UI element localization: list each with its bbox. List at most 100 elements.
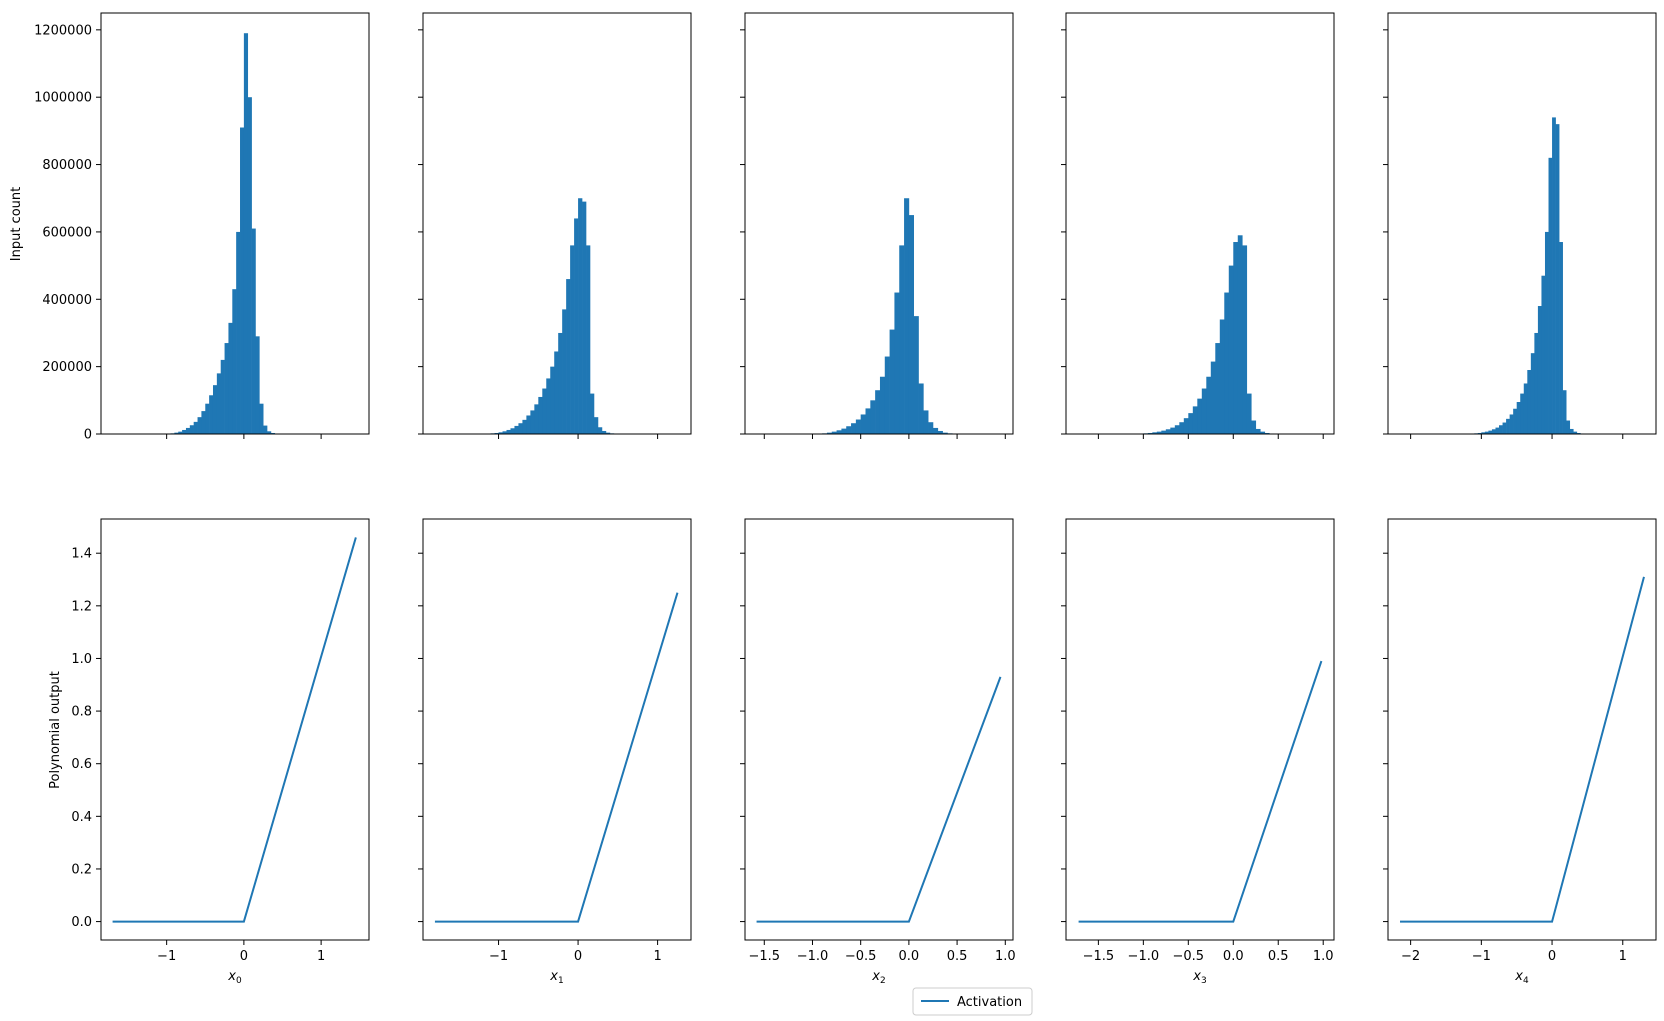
hist-3-frame bbox=[1065, 12, 1335, 435]
hist-2-bar bbox=[826, 432, 833, 434]
line-3-xtick-label: −1.0 bbox=[1128, 949, 1160, 964]
hist-0-bar bbox=[240, 127, 245, 434]
line-0-ytick-label: 0.6 bbox=[71, 757, 92, 772]
hist-3-bar bbox=[1174, 425, 1180, 434]
line-0-ytick-label: 0.2 bbox=[71, 862, 92, 877]
hist-0-bar bbox=[247, 97, 252, 434]
hist-2-bar bbox=[923, 410, 929, 434]
hist-2-bar bbox=[913, 316, 919, 434]
line-1-xtick-label: 0 bbox=[574, 949, 582, 964]
hist-1-bar bbox=[578, 198, 583, 434]
line-1-frame bbox=[422, 518, 692, 941]
hist-3-bar bbox=[1215, 343, 1221, 434]
hist-0-bar bbox=[232, 289, 237, 434]
hist-3-bar bbox=[1206, 376, 1212, 434]
line-2-xtick-label: −1.0 bbox=[797, 949, 829, 964]
line-0-ytick-label: 1.0 bbox=[71, 652, 92, 667]
hist-0-bar bbox=[178, 431, 183, 434]
line-0-ytick-label: 1.2 bbox=[71, 599, 92, 614]
hist-1-bar bbox=[518, 423, 523, 434]
hist-0-bar bbox=[201, 411, 206, 434]
hist-0-bar bbox=[267, 431, 272, 434]
hist-3-bar bbox=[1152, 432, 1158, 434]
hist-0-bar bbox=[236, 231, 241, 434]
hist-3-bar bbox=[1170, 427, 1176, 434]
hist-0-ytick-label: 800000 bbox=[42, 158, 92, 173]
hist-4-bar bbox=[1562, 390, 1567, 434]
hist-0-bar bbox=[216, 373, 222, 434]
hist-4-bar bbox=[1516, 402, 1521, 434]
hist-1-bar bbox=[510, 428, 515, 434]
legend-box bbox=[912, 987, 1033, 1016]
line-1-xtick-label: −1 bbox=[489, 949, 508, 964]
hist-4-bar bbox=[1488, 430, 1493, 434]
hist-4-bar bbox=[1552, 117, 1556, 434]
hist-2-bar bbox=[908, 215, 914, 434]
hist-1-bar bbox=[550, 366, 555, 434]
hist-4-bar bbox=[1576, 432, 1581, 434]
hist-2-bar bbox=[928, 422, 934, 434]
hist-2-bar bbox=[851, 423, 857, 434]
line-0-xlabel: x0 bbox=[227, 969, 242, 986]
hist-0-bar bbox=[212, 385, 218, 434]
hist-2-bar bbox=[889, 329, 895, 434]
hist-4-bar bbox=[1544, 231, 1549, 434]
line-4-xtick-label: −2 bbox=[1401, 949, 1420, 964]
hist-0-bar bbox=[259, 403, 264, 434]
hist-2-bar bbox=[918, 383, 924, 434]
hist-1-bar bbox=[582, 201, 587, 434]
line-3-frame bbox=[1065, 518, 1335, 941]
hist-3-bar bbox=[1237, 235, 1243, 434]
hist-3-bar bbox=[1197, 398, 1203, 434]
hist-1-bar bbox=[601, 430, 607, 434]
hist-1-bar bbox=[605, 432, 611, 434]
hist-3-bar bbox=[1233, 242, 1239, 434]
hist-1-axes bbox=[418, 12, 692, 439]
hist-2-bar bbox=[899, 245, 905, 434]
hist-3-axes bbox=[1061, 12, 1335, 439]
hist-3-bar bbox=[1210, 361, 1216, 434]
hist-3-bar bbox=[1242, 245, 1248, 434]
hist-1-bar bbox=[542, 388, 547, 434]
hist-4-bar bbox=[1520, 393, 1525, 434]
hist-0-ytick-label: 400000 bbox=[42, 293, 92, 308]
line-0-xtick-label: 1 bbox=[317, 949, 325, 964]
hist-0-bar bbox=[174, 432, 179, 434]
line-0-ytick-label: 0.4 bbox=[71, 810, 92, 825]
hist-3-bar bbox=[1183, 418, 1189, 434]
hist-1-bar bbox=[590, 393, 595, 434]
line-0-xtick-label: −1 bbox=[157, 949, 176, 964]
hist-2-bar bbox=[836, 430, 842, 434]
hist-1-bar bbox=[494, 432, 499, 434]
line-2-xtick-label: 0.5 bbox=[947, 949, 968, 964]
hist-4-bar bbox=[1541, 275, 1546, 434]
hist-2-bar bbox=[841, 428, 847, 434]
hist-2-bar bbox=[855, 419, 861, 434]
hist-0-ytick-label: 1000000 bbox=[34, 91, 92, 106]
hist-2-bar bbox=[865, 408, 871, 434]
hist-0-bar bbox=[251, 228, 256, 434]
line-3-xtick-label: −1.5 bbox=[1083, 949, 1115, 964]
hist-1-bar bbox=[522, 419, 527, 434]
hist-1-bar bbox=[530, 410, 535, 434]
line-3-xlabel: x3 bbox=[1192, 969, 1206, 986]
line-3-xtick-label: −0.5 bbox=[1173, 949, 1205, 964]
hist-4-bar bbox=[1534, 332, 1539, 434]
line-4-xtick-label: −1 bbox=[1472, 949, 1491, 964]
hist-3-bar bbox=[1156, 431, 1162, 434]
hist-4-bar bbox=[1566, 420, 1571, 434]
hist-1-bar bbox=[526, 415, 531, 434]
hist-1-bar bbox=[597, 427, 603, 434]
hist-3-bar bbox=[1219, 319, 1225, 434]
hist-0-bar bbox=[189, 425, 194, 434]
hist-3-bar bbox=[1228, 265, 1234, 434]
hist-2-bar bbox=[937, 430, 943, 434]
hist-4-bar bbox=[1506, 418, 1510, 434]
hist-1-frame bbox=[422, 12, 692, 435]
hist-1-bar bbox=[502, 431, 507, 434]
line-1-xlabel: x1 bbox=[549, 969, 563, 986]
line-3-xtick-label: 0.5 bbox=[1268, 949, 1289, 964]
line-2-xtick-label: −1.5 bbox=[748, 949, 780, 964]
hist-3-bar bbox=[1161, 430, 1167, 434]
hist-4-bar bbox=[1495, 427, 1500, 434]
